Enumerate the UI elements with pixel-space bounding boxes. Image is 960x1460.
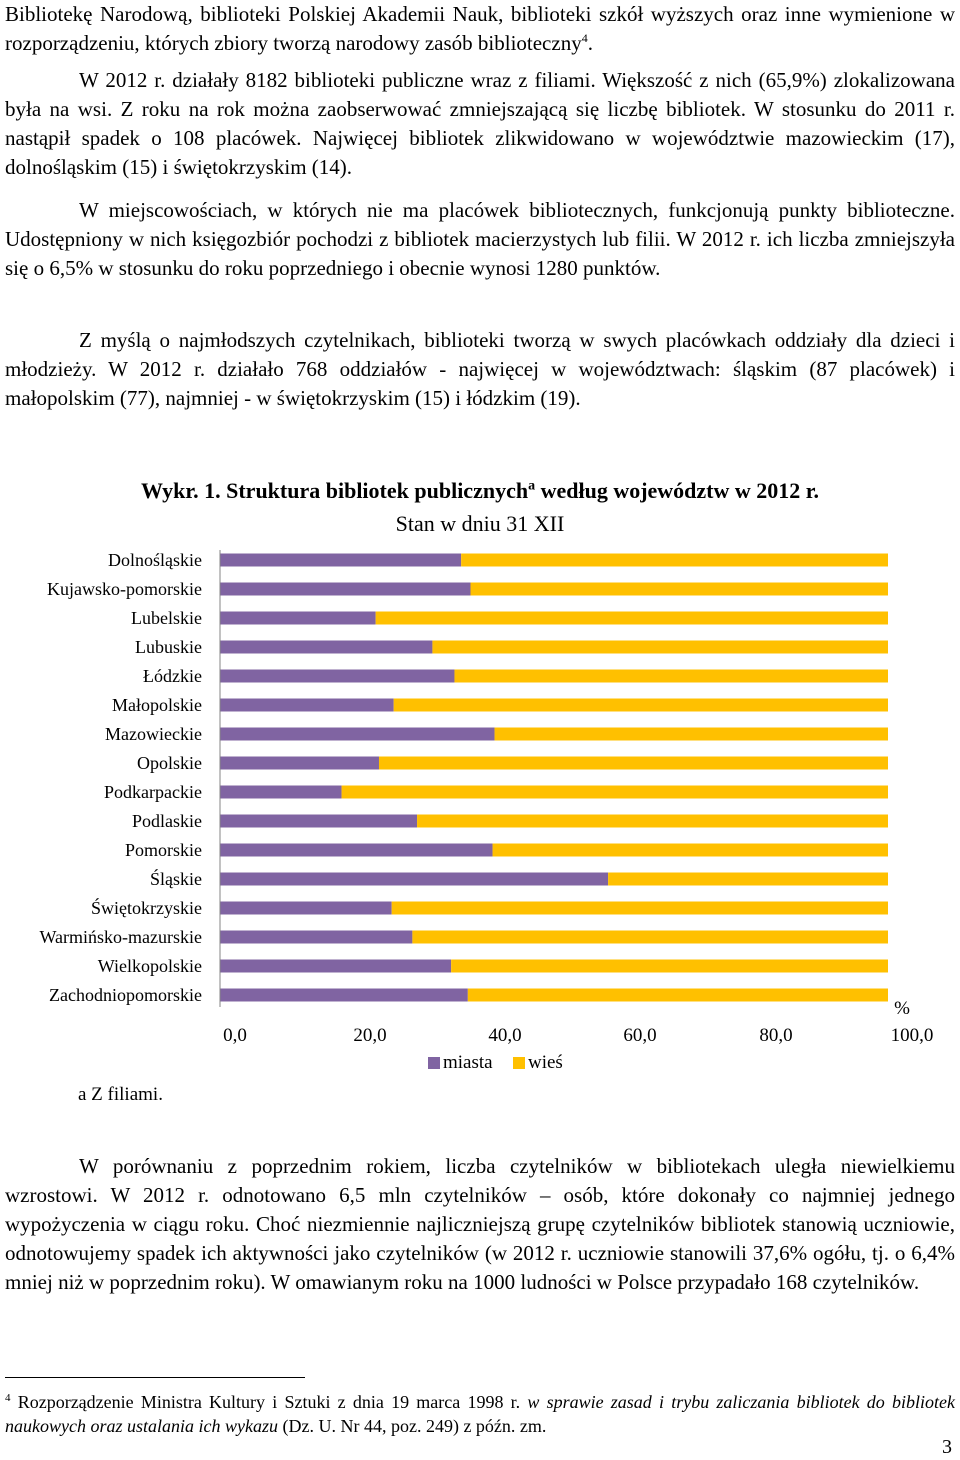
category-label: Łódzkie bbox=[143, 666, 202, 686]
paragraph-text: W porównaniu z poprzednim rokiem, liczba… bbox=[5, 1154, 955, 1294]
category-label: Wielkopolskie bbox=[98, 956, 202, 976]
bar-wies bbox=[492, 843, 888, 857]
paragraph-text: Bibliotekę Narodową, biblioteki Polskiej… bbox=[5, 2, 955, 55]
paragraph-intro: Bibliotekę Narodową, biblioteki Polskiej… bbox=[5, 0, 955, 58]
x-tick-label: 0,0 bbox=[223, 1025, 247, 1046]
chart-note: a Z filiami. bbox=[78, 1084, 163, 1105]
category-label: Kujawsko-pomorskie bbox=[47, 579, 202, 599]
paragraph-library-points: W miejscowościach, w których nie ma plac… bbox=[5, 196, 955, 283]
x-tick-label: 80,0 bbox=[759, 1025, 792, 1046]
bar-wies bbox=[432, 640, 888, 654]
axis-unit-label: % bbox=[894, 998, 910, 1019]
paragraph-readers: W porównaniu z poprzednim rokiem, liczba… bbox=[5, 1152, 955, 1297]
bar-wies bbox=[461, 553, 888, 567]
bar-wies bbox=[417, 814, 888, 828]
chart-title-text: Wykr. 1. Struktura bibliotek publicznych bbox=[140, 478, 529, 503]
bar-wies bbox=[378, 756, 888, 770]
bar-miasta bbox=[220, 611, 376, 625]
bar-miasta bbox=[220, 640, 433, 654]
x-tick-label: 20,0 bbox=[353, 1025, 386, 1046]
bar-miasta bbox=[220, 872, 609, 886]
bar-miasta bbox=[220, 553, 462, 567]
bar-miasta bbox=[220, 843, 493, 857]
chart-title: Wykr. 1. Struktura bibliotek publicznych… bbox=[0, 478, 960, 504]
bar-wies bbox=[454, 669, 888, 683]
x-tick-label: 100,0 bbox=[891, 1025, 934, 1046]
legend-swatch bbox=[513, 1057, 525, 1069]
bar-miasta bbox=[220, 669, 455, 683]
chart-title-sup: a bbox=[528, 478, 536, 494]
bar-wies bbox=[494, 727, 888, 741]
paragraph-libraries-count: W 2012 r. działały 8182 biblioteki publi… bbox=[5, 66, 955, 182]
category-label: Podlaskie bbox=[132, 811, 202, 831]
bar-miasta bbox=[220, 698, 394, 712]
category-label: Śląskie bbox=[150, 868, 202, 889]
bar-wies bbox=[451, 959, 888, 973]
footnote-ref[interactable]: 4 bbox=[581, 31, 588, 45]
x-tick-label: 40,0 bbox=[488, 1025, 521, 1046]
chart-title-end: według województw w 2012 r. bbox=[535, 478, 820, 503]
paragraph-children-branches: Z myślą o najmłodszych czytelnikach, bib… bbox=[5, 326, 955, 413]
legend-label: miasta bbox=[443, 1052, 493, 1073]
paragraph-text: W 2012 r. działały 8182 biblioteki publi… bbox=[5, 68, 955, 179]
x-tick-label: 60,0 bbox=[623, 1025, 656, 1046]
category-label: Podkarpackie bbox=[104, 782, 202, 802]
legend-label: wieś bbox=[528, 1052, 563, 1073]
bar-miasta bbox=[220, 814, 418, 828]
category-label: Mazowieckie bbox=[105, 724, 202, 744]
bar-wies bbox=[393, 698, 888, 712]
category-label: Świętokrzyskie bbox=[91, 897, 202, 918]
chart-subtitle: Stan w dniu 31 XII bbox=[395, 511, 565, 536]
category-label: Opolskie bbox=[137, 753, 202, 773]
footnote-text-end: (Dz. U. Nr 44, poz. 249) z późn. zm. bbox=[277, 1416, 547, 1436]
paragraph-end: . bbox=[587, 31, 593, 55]
category-label: Pomorskie bbox=[125, 840, 202, 860]
category-label: Zachodniopomorskie bbox=[49, 985, 202, 1005]
bar-wies bbox=[412, 930, 888, 944]
page-number: 3 bbox=[942, 1436, 952, 1458]
footnote: 4 Rozporządzenie Ministra Kultury i Sztu… bbox=[5, 1386, 955, 1438]
bar-miasta bbox=[220, 785, 342, 799]
bar-wies bbox=[470, 582, 888, 596]
footnote-number: 4 bbox=[5, 1392, 11, 1404]
category-label: Dolnośląskie bbox=[108, 550, 202, 570]
bar-miasta bbox=[220, 901, 392, 915]
bar-miasta bbox=[220, 988, 468, 1002]
paragraph-text: Z myślą o najmłodszych czytelnikach, bib… bbox=[5, 328, 955, 410]
bar-wies bbox=[467, 988, 888, 1002]
bar-wies bbox=[391, 901, 888, 915]
bar-miasta bbox=[220, 930, 413, 944]
category-label: Lubuskie bbox=[135, 637, 202, 657]
paragraph-text: W miejscowościach, w których nie ma plac… bbox=[5, 198, 955, 280]
footnote-italic-text: w sprawie zasad i trybu zaliczania bibli… bbox=[5, 1392, 955, 1436]
bar-miasta bbox=[220, 756, 379, 770]
bar-miasta bbox=[220, 582, 471, 596]
footnote-text: Rozporządzenie Ministra Kultury i Sztuki… bbox=[10, 1392, 528, 1412]
bar-miasta bbox=[220, 959, 452, 973]
bar-wies bbox=[375, 611, 888, 625]
stacked-bar-chart: Dolnośląskie Kujawsko-pomorskie Lubelskie L… bbox=[39, 550, 934, 1073]
category-label: Lubelskie bbox=[131, 608, 202, 628]
footnote-divider bbox=[5, 1377, 305, 1378]
category-label: Małopolskie bbox=[112, 695, 202, 715]
bar-wies bbox=[608, 872, 888, 886]
bar-wies bbox=[341, 785, 888, 799]
legend-swatch bbox=[428, 1057, 440, 1069]
category-label: Warmińsko-mazurskie bbox=[39, 927, 202, 947]
bar-miasta bbox=[220, 727, 495, 741]
